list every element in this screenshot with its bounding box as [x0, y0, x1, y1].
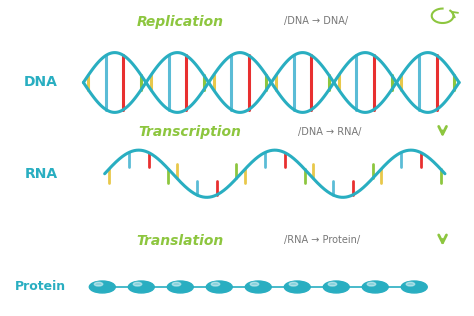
Ellipse shape	[211, 282, 220, 286]
Ellipse shape	[284, 281, 310, 293]
Ellipse shape	[167, 281, 193, 293]
Ellipse shape	[289, 282, 298, 286]
Ellipse shape	[323, 281, 349, 293]
Text: /DNA → RNA/: /DNA → RNA/	[299, 126, 362, 137]
Text: RNA: RNA	[24, 167, 57, 181]
Ellipse shape	[133, 282, 142, 286]
Ellipse shape	[128, 281, 155, 293]
Text: Replication: Replication	[137, 15, 224, 29]
Ellipse shape	[206, 281, 232, 293]
Text: /DNA → DNA/: /DNA → DNA/	[284, 16, 348, 27]
Ellipse shape	[328, 282, 337, 286]
Ellipse shape	[362, 281, 388, 293]
Ellipse shape	[94, 282, 103, 286]
Ellipse shape	[250, 282, 259, 286]
Ellipse shape	[89, 281, 115, 293]
Ellipse shape	[406, 282, 415, 286]
Ellipse shape	[401, 281, 427, 293]
Ellipse shape	[172, 282, 181, 286]
Text: Transcription: Transcription	[138, 125, 241, 139]
Text: Translation: Translation	[137, 234, 224, 247]
Text: DNA: DNA	[24, 76, 58, 89]
Ellipse shape	[367, 282, 376, 286]
Text: /RNA → Protein/: /RNA → Protein/	[284, 235, 360, 245]
Ellipse shape	[245, 281, 271, 293]
Text: Protein: Protein	[15, 281, 66, 294]
